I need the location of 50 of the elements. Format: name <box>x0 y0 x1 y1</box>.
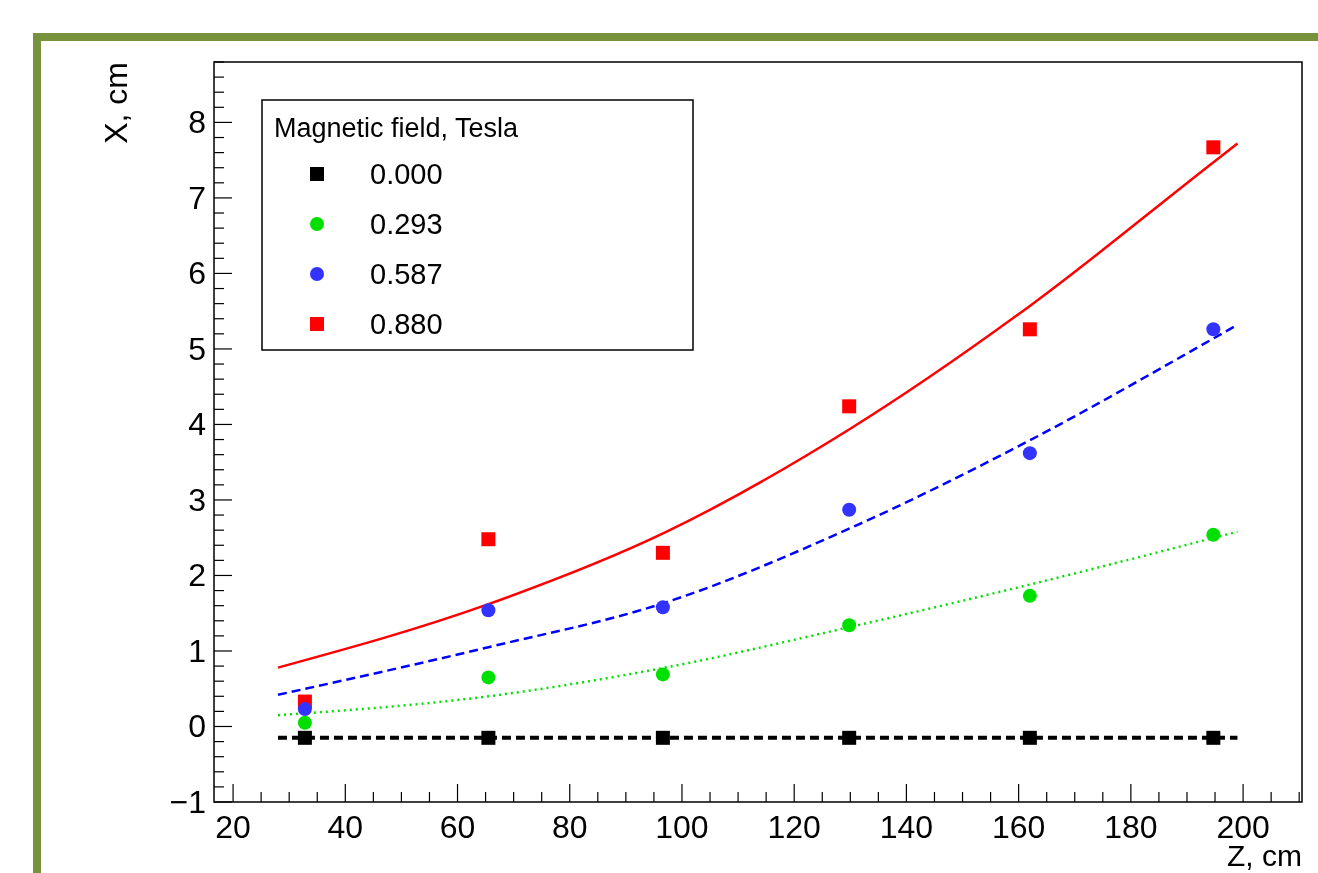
point <box>655 730 670 745</box>
y-tick-label: 2 <box>188 557 206 594</box>
y-tick-label: 1 <box>188 632 206 669</box>
legend-label: 0.880 <box>370 308 443 340</box>
point <box>1022 730 1037 745</box>
y-tick-label: 0 <box>188 708 206 745</box>
point <box>481 670 496 685</box>
point <box>297 702 312 717</box>
line-series <box>276 530 1239 717</box>
point <box>1206 140 1221 155</box>
x-tick-label: 140 <box>879 809 934 845</box>
x-tick-label: 160 <box>991 809 1046 845</box>
point <box>481 532 496 547</box>
x-tick-label: 60 <box>439 809 476 845</box>
y-tick-label: 7 <box>188 179 206 216</box>
y-tick-label: 4 <box>188 406 206 443</box>
point <box>842 618 857 633</box>
y-tick-label: 5 <box>188 330 206 367</box>
y-tick-label: 3 <box>188 481 206 518</box>
point <box>842 502 857 517</box>
point <box>481 603 496 618</box>
point <box>1206 527 1221 542</box>
point <box>1022 588 1037 603</box>
point <box>481 730 496 745</box>
y-tick-label: 6 <box>188 255 206 292</box>
point <box>842 399 857 414</box>
y-tick-label: 8 <box>188 104 206 141</box>
point <box>1206 730 1221 745</box>
point <box>655 667 670 682</box>
x-tick-label: 20 <box>215 809 251 845</box>
x-tick-label: 100 <box>655 809 709 845</box>
point <box>655 545 670 560</box>
point <box>1022 322 1037 337</box>
point <box>297 730 312 745</box>
legend-title: Magnetic field, Tesla <box>274 113 520 143</box>
point <box>842 730 857 745</box>
legend-label: 0.587 <box>370 258 443 290</box>
x-tick-label: 120 <box>767 809 821 845</box>
y-tick-label: −1 <box>169 784 206 820</box>
x-tick-label: 180 <box>1104 809 1158 845</box>
x-tick-label: 80 <box>551 809 588 845</box>
point <box>1206 322 1221 337</box>
y-axis-title: X, cm <box>98 62 134 144</box>
legend-label: 0.293 <box>370 208 443 240</box>
x-tick-label: 40 <box>327 809 364 845</box>
line-series <box>276 142 1239 669</box>
point <box>655 600 670 615</box>
point <box>1022 446 1037 461</box>
legend-label: 0.000 <box>370 158 443 190</box>
point <box>297 715 312 730</box>
